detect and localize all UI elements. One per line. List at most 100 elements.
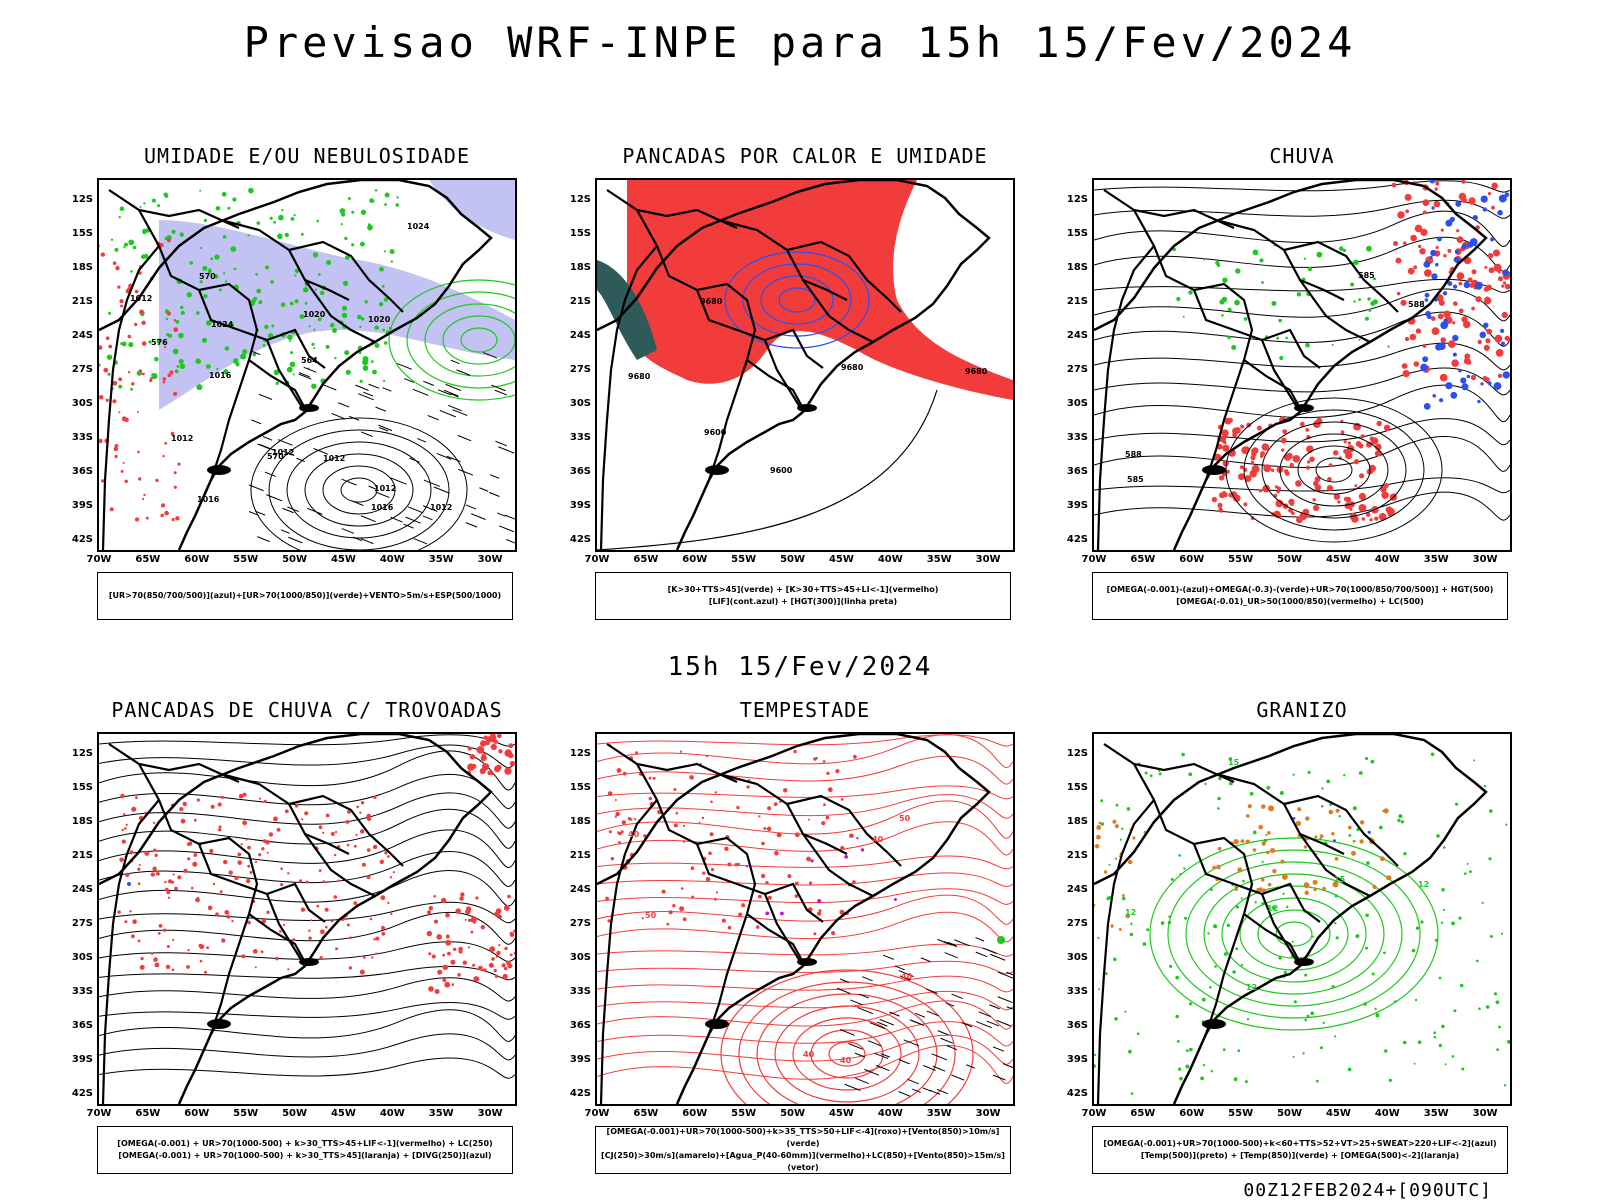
rain-area [1486,328,1493,335]
latitude-label: 27S [71,918,93,929]
wind-vector [982,947,997,955]
temp-850-wiggle [1398,814,1403,819]
map-canvas [99,734,515,1104]
thunderstorm-area [375,936,380,941]
humidity-low-level [313,328,316,331]
rain-area [1484,296,1490,302]
rain-area [1487,253,1494,259]
temp-850-wiggle [1279,791,1284,795]
thunderstorm-area [183,868,188,873]
humidity-low-level [308,325,311,328]
thunderstorm-area [375,952,378,955]
latitude-label: 42S [71,534,93,545]
omega-area [1423,261,1431,268]
precipitable-water-area [853,754,857,759]
temp-850-wiggle [1213,924,1217,929]
rain-area [1222,440,1227,445]
contour-label: 9680 [628,372,651,381]
omega-area [1487,381,1492,386]
humidity-low-level [357,314,362,320]
streamline-250 [99,744,515,769]
wind-vector [1006,1006,1013,1010]
country-border [802,279,874,343]
wind-vector [258,393,273,400]
latitude-label: 15S [1066,782,1088,793]
longitude-label: 40W [877,1108,903,1119]
rain-area [1312,498,1316,502]
longitude-label: 60W [1179,1108,1205,1119]
latitude-label: 36S [1066,1020,1088,1031]
omega-area [1426,314,1432,320]
longitude-label: 60W [184,1108,210,1119]
precipitable-water-area [708,851,712,856]
rain-area [1353,459,1360,465]
temp-850-wiggle [1178,854,1181,857]
precipitable-water-area [675,811,679,815]
rain-area [1244,475,1252,483]
rain-area [1305,465,1311,470]
wind-vector [855,1077,869,1085]
rain-area [1239,465,1244,469]
thunderstorm-area [508,752,514,759]
rain-area [1453,301,1458,306]
longitude-label: 60W [1179,554,1205,565]
rain-area [1409,333,1417,341]
temp-850-wiggle [1420,920,1424,924]
rain-area [1497,270,1501,274]
thickness-marker [120,304,124,308]
humidity-low-level [330,322,335,328]
thunderstorm-area [137,939,141,943]
rain-area [1419,248,1426,255]
rain-area [1451,359,1459,367]
thunderstorm-area [151,952,154,955]
wind-vector [1006,971,1013,976]
omega-strong-area [1307,266,1313,272]
lagoon [1294,404,1314,412]
latitude-label: 15S [569,228,591,239]
precipitable-water-area [620,830,624,834]
thunderstorm-area [442,953,446,957]
country-border [746,359,806,413]
streamline-250 [99,1009,515,1042]
humidity-low-level [294,274,297,277]
latitude-label: 12S [569,194,591,205]
humidity-low-level [361,211,365,215]
wind-vector [405,516,421,524]
country-border [636,209,757,361]
isobar [304,453,414,527]
map-frame: 9680 9680 9680 9680 9600 9600 [595,178,1015,552]
thunderstorm-area [280,867,283,870]
longitude-label: 70W [86,554,112,565]
contour-label: 40 [840,1056,852,1065]
country-border [288,240,404,313]
humidity-low-level [180,305,184,310]
thunderstorm-area [427,910,431,915]
temp-850-wiggle [1384,1049,1388,1053]
wind-vector [338,402,350,408]
thunderstorm-area [237,852,242,857]
temp-850-wiggle [1209,986,1212,989]
humidity-low-level [294,268,300,274]
thunderstorm-area [157,932,161,935]
wind-vector [489,491,500,497]
thunderstorm-area [215,912,219,917]
wind-vector [840,978,850,983]
precipitable-water-area [668,910,673,915]
humidity-low-level [227,206,231,210]
humidity-low-level [118,216,121,219]
temp-850-wiggle [1252,830,1257,835]
temp-850-contour [1239,897,1349,971]
precipitable-water-area [673,788,677,791]
lake [1202,465,1226,475]
rain-area [1353,426,1357,430]
thunderstorm-area [371,956,374,959]
wind-vector [495,440,507,447]
rain-area [1461,180,1466,184]
rain-area [1485,338,1491,344]
country-border [220,772,350,855]
streamline [1094,311,1510,347]
latitude-label: 30S [71,952,93,963]
humidity-low-level [213,274,219,279]
wind-vector [417,438,427,443]
temp-850-wiggle [1204,782,1207,786]
